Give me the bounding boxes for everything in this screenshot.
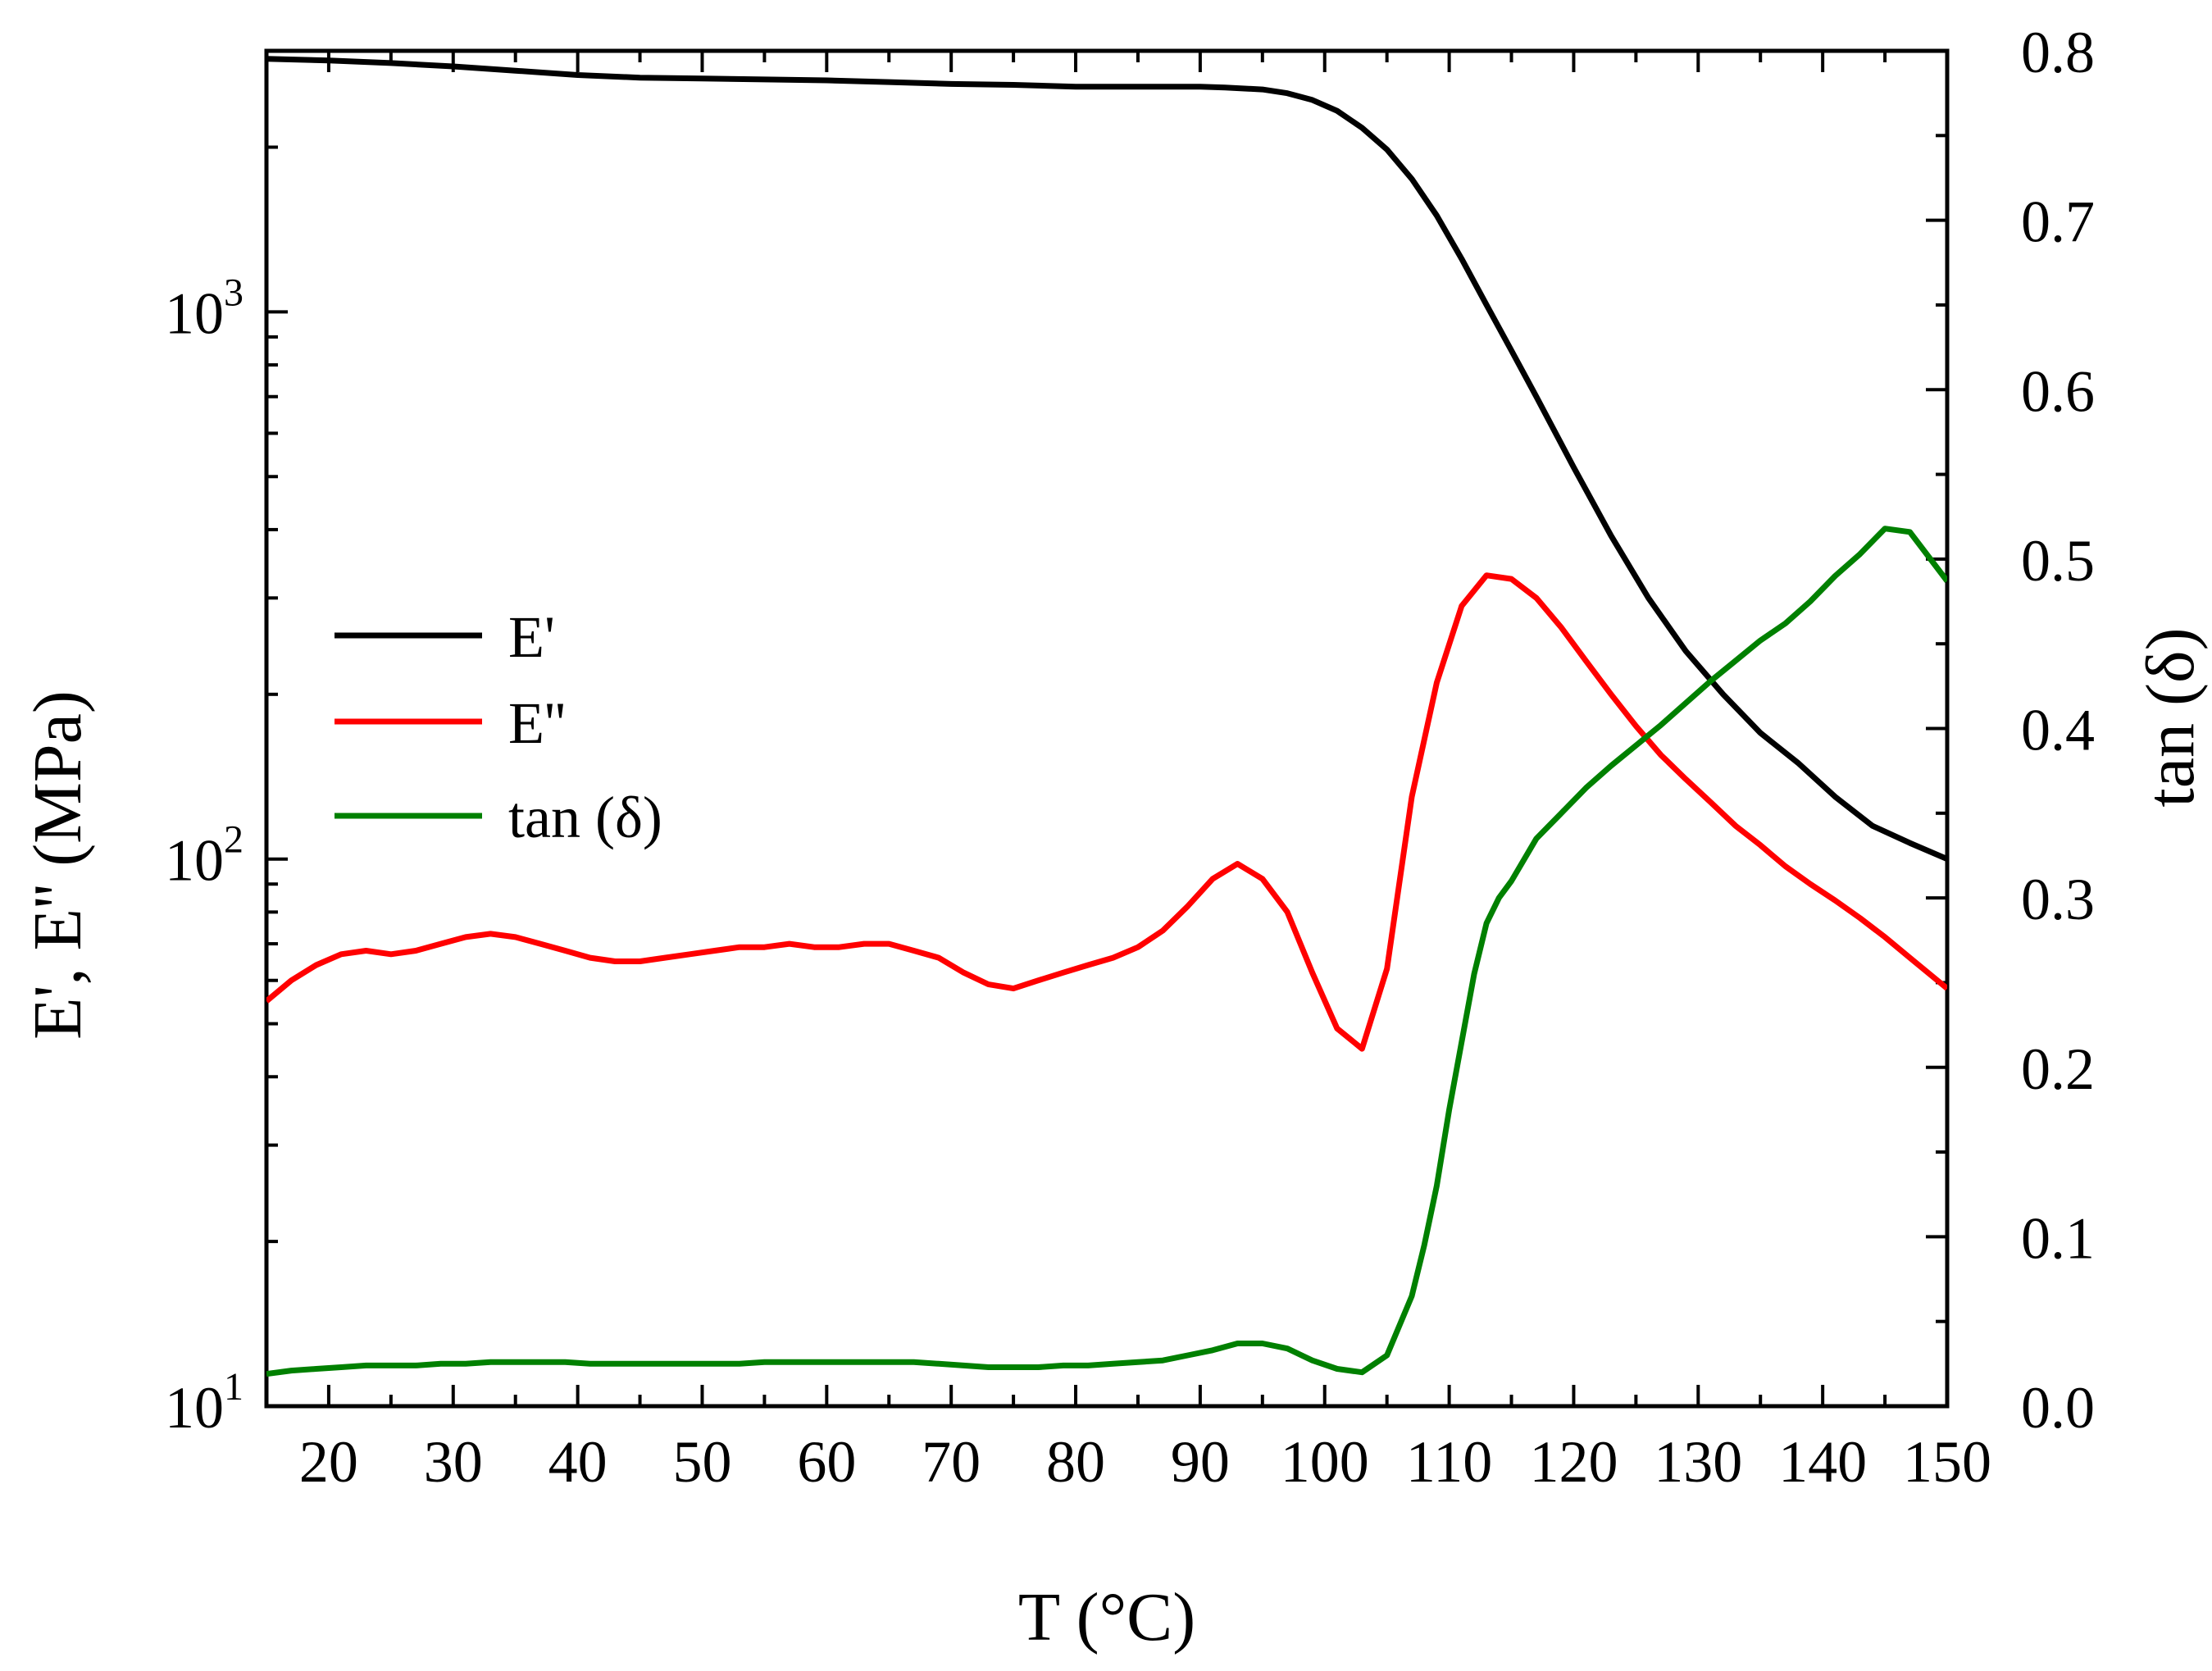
tick-exponent: 1 [224,1365,244,1409]
legend-label: E'' [508,690,566,756]
y-axis-title-left: E', E'' (MPa) [20,690,96,1040]
legend: E' E'' tan (δ) [335,604,662,850]
series-layer [266,56,1947,1377]
tick-exponent: 3 [224,271,244,314]
legend-label: E' [508,604,555,670]
tick-labels: 20 30 40 50 60 70 80 90 100 110 120 130 140 150101102… [165,20,2095,1495]
y-axis-title-right: tan (δ) [2132,627,2209,807]
x-tick-label: 110 [1406,1429,1492,1495]
x-tick-label: 80 [1046,1429,1105,1495]
series-line-e-double-prime [266,572,1947,1052]
y-left-tick-label: 102 [165,818,244,894]
legend-label: tan (δ) [508,785,662,850]
x-tick-label: 60 [797,1429,856,1495]
x-tick-label: 150 [1903,1429,1991,1495]
y-left-tick-label: 103 [165,271,244,346]
x-tick-label: 120 [1529,1429,1618,1495]
tick-base: 10 [165,828,224,894]
x-tick-label: 140 [1778,1429,1867,1495]
y-right-tick-label: 0.6 [2021,358,2095,424]
x-tick-label: 100 [1281,1429,1369,1495]
x-tick-label: 90 [1171,1429,1230,1495]
x-tick-label: 40 [548,1429,608,1495]
y-right-tick-label: 0.0 [2021,1375,2095,1441]
y-right-tick-label: 0.2 [2021,1036,2095,1102]
y-right-tick-label: 0.1 [2021,1205,2095,1271]
axis-ticks [265,49,1949,1408]
x-tick-label: 70 [922,1429,981,1495]
tick-base: 10 [165,1375,224,1441]
tick-exponent: 2 [224,818,244,862]
y-right-tick-label: 0.4 [2021,698,2095,763]
y-right-tick-label: 0.3 [2021,867,2095,932]
tick-base: 10 [165,280,224,346]
y-right-tick-label: 0.8 [2021,20,2095,85]
x-tick-label: 20 [299,1429,358,1495]
series-line-tan-delta [266,526,1947,1377]
x-tick-label: 30 [424,1429,483,1495]
x-tick-label: 130 [1654,1429,1742,1495]
y-right-tick-label: 0.7 [2021,189,2095,255]
series-line-e-prime [266,56,1947,862]
y-left-tick-label: 101 [165,1365,244,1441]
x-tick-label: 50 [672,1429,731,1495]
x-axis-title: T (°C) [1018,1579,1195,1655]
y-right-tick-label: 0.5 [2021,528,2095,594]
